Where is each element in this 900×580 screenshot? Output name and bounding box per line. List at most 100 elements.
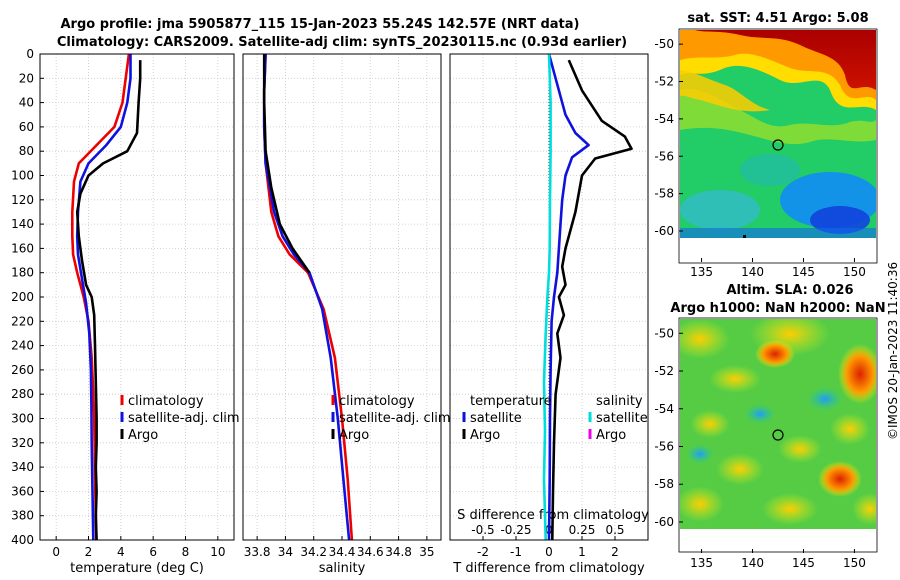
temp-ytick-label: 220 — [11, 314, 34, 328]
sst-ytick-label: -54 — [654, 112, 674, 126]
sst-xtick-label: 135 — [690, 265, 713, 279]
figure-title-line2: Climatology: CARS2009. Satellite-adj cli… — [57, 35, 627, 50]
temp-ytick-label: 20 — [19, 71, 34, 85]
temp-ytick-label: 400 — [11, 533, 34, 547]
diff-legend-t-label: satellite — [470, 411, 522, 426]
sst-xtick-label: 150 — [843, 265, 866, 279]
sla-xtick-label: 150 — [843, 556, 866, 570]
sla-xtick-label: 145 — [792, 556, 815, 570]
imos-stamp: ©IMOS 20-Jan-2023 11:40:36 — [886, 261, 900, 440]
diff-s-tick-label: 0.25 — [569, 523, 596, 537]
sla-map-subtitle: Argo h1000: NaN h2000: NaN — [670, 301, 885, 316]
diff-legend-t-title: temperature — [470, 394, 552, 409]
temp-series-satellite-adj-clim — [75, 54, 132, 541]
diff-s-tick-label: -0.25 — [500, 523, 531, 537]
temp-ytick-label: 300 — [11, 412, 34, 426]
temp-frame — [39, 53, 235, 541]
diff-s-tick-label: 0.5 — [605, 523, 624, 537]
sal-xtick-label: 33.8 — [244, 545, 271, 559]
sla-map-image — [680, 319, 876, 529]
diff-xtick-label: -1 — [510, 545, 522, 559]
sst-xtick-label: 140 — [741, 265, 764, 279]
diff-xtick-label: 1 — [578, 545, 586, 559]
temp-ytick-label: 60 — [19, 120, 34, 134]
temp-xtick-label: 10 — [210, 545, 225, 559]
sla-map-title: Altim. SLA: 0.026 — [727, 283, 854, 298]
temp-ytick-label: 240 — [11, 339, 34, 353]
sla-ytick-label: -52 — [654, 364, 674, 378]
sal-legend-label: Argo — [339, 428, 369, 443]
sla-ytick-label: -60 — [654, 515, 674, 529]
sst-map-image — [680, 30, 876, 238]
diff-xtick-label: -2 — [477, 545, 489, 559]
temp-legend-label: Argo — [128, 428, 158, 443]
sst-map-axes: 135 140 145 150 -50 -52 -54 -56 -58 -60 — [654, 37, 866, 279]
temp-ytick-label: 380 — [11, 509, 34, 523]
sla-ytick-label: -58 — [654, 477, 674, 491]
diff-xtick-label: 2 — [611, 545, 619, 559]
temp-ytick-label: 180 — [11, 266, 34, 280]
temp-ytick-label: 260 — [11, 363, 34, 377]
diff-series-t-satellite — [547, 53, 590, 541]
temp-ytick-label: 80 — [19, 144, 34, 158]
diff-s-tick-label: -0.5 — [471, 523, 494, 537]
temp-ytick-label: 100 — [11, 169, 34, 183]
temp-ytick-label: 360 — [11, 484, 34, 498]
sla-ytick-label: -54 — [654, 402, 674, 416]
figure-title-line1: Argo profile: jma 5905877_115 15-Jan-202… — [61, 17, 580, 32]
sst-map-panel: sat. SST: 4.51 Argo: 5.08 135 140 145 150 -5… — [654, 11, 878, 279]
diff-xtick-label: 0 — [545, 545, 553, 559]
sla-ytick-label: -50 — [654, 326, 674, 340]
diff-frame — [449, 53, 649, 541]
diff-legend-s-label: Argo — [596, 428, 626, 443]
sal-xtick-label: 35 — [419, 545, 434, 559]
temp-xtick-label: 8 — [182, 545, 190, 559]
sal-series-argo — [262, 54, 311, 274]
sst-map-title: sat. SST: 4.51 Argo: 5.08 — [687, 11, 868, 26]
temp-xtick-label: 2 — [85, 545, 93, 559]
temp-xlabel: temperature (deg C) — [70, 561, 204, 576]
sst-ytick-label: -58 — [654, 187, 674, 201]
sla-xtick-label: 135 — [690, 556, 713, 570]
temp-xtick-label: 6 — [149, 545, 157, 559]
sla-float-marker — [772, 429, 784, 441]
diff-legend-s-label: satellite — [596, 411, 648, 426]
temp-xtick-label: 0 — [52, 545, 60, 559]
temp-ytick-label: 200 — [11, 290, 34, 304]
sla-xtick-label: 140 — [741, 556, 764, 570]
temp-ytick-label: 120 — [11, 193, 34, 207]
diff-legend-t-label: Argo — [470, 428, 500, 443]
salinity-profile-panel: 33.8 34 34.2 34.4 34.6 34.8 35 salinity climatol… — [242, 53, 451, 576]
temp-ytick-label: 140 — [11, 217, 34, 231]
sla-map-panel: Altim. SLA: 0.026 Argo h1000: NaN h2000:… — [654, 283, 885, 570]
temp-series-argo — [75, 60, 142, 541]
sst-ytick-label: -52 — [654, 75, 674, 89]
sal-xtick-label: 34.8 — [385, 545, 412, 559]
diff-xlabel: T difference from climatology — [452, 561, 645, 576]
sst-ytick-label: -56 — [654, 149, 674, 163]
sal-legend-label: climatology — [339, 394, 415, 409]
diff-series-t-argo — [551, 59, 633, 541]
temperature-profile-panel: 0 2 4 6 8 10020406080100120140160180200220240… — [11, 47, 240, 576]
temp-ytick-label: 340 — [11, 460, 34, 474]
temp-xtick-label: 4 — [117, 545, 125, 559]
sal-xtick-label: 34.2 — [300, 545, 327, 559]
sst-xtick-label: 145 — [792, 265, 815, 279]
temp-ytick-label: 0 — [26, 47, 34, 61]
sal-legend-label: satellite-adj. clim — [339, 411, 451, 426]
diff-legend-s-title: salinity — [596, 394, 643, 409]
temp-ytick-label: 280 — [11, 387, 34, 401]
temp-ytick-label: 320 — [11, 436, 34, 450]
temp-ytick-label: 40 — [19, 96, 34, 110]
sal-xlabel: salinity — [319, 561, 366, 576]
sal-xtick-label: 34.4 — [329, 545, 356, 559]
sst-float-marker — [772, 139, 784, 151]
temp-ytick-label: 160 — [11, 241, 34, 255]
diff-series-s-satellite — [542, 53, 552, 541]
sst-ytick-label: -50 — [654, 37, 674, 51]
sla-map-axes: 135 140 145 150 -50 -52 -54 -56 -58 -60 — [654, 326, 866, 570]
sal-xtick-label: 34.6 — [357, 545, 384, 559]
sla-ytick-label: -56 — [654, 440, 674, 454]
